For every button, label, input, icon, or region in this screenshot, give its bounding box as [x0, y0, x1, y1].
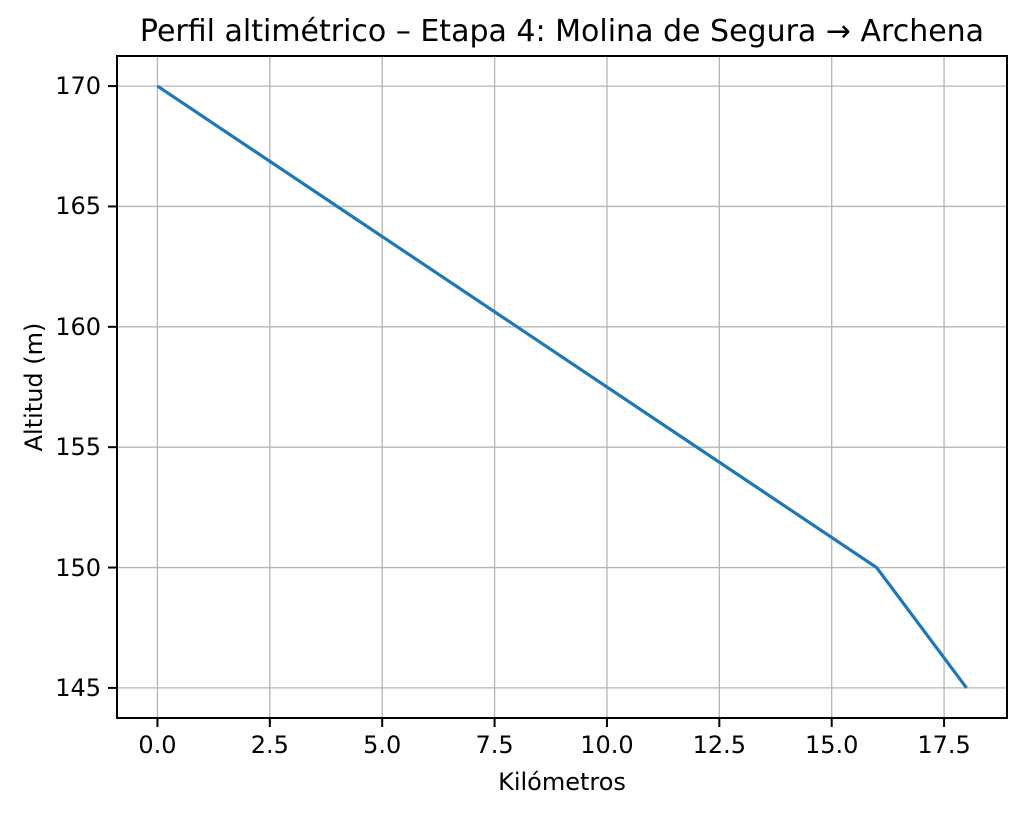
- y-tick-label: 155: [55, 433, 101, 462]
- x-tick-label: 2.5: [250, 731, 289, 759]
- x-tick-label: 7.5: [475, 731, 514, 759]
- x-tick-label: 0.0: [138, 731, 177, 759]
- x-axis-label: Kilómetros: [498, 768, 626, 796]
- axes-spines: [116, 55, 1008, 719]
- x-tick-label: 15.0: [804, 731, 859, 759]
- y-tick-label: 160: [55, 312, 101, 341]
- x-tick-label: 5.0: [363, 731, 402, 759]
- data-line-perfil-altimetrico: [156, 84, 968, 689]
- y-tick-label: 145: [55, 673, 101, 702]
- y-tick-label: 165: [55, 192, 101, 221]
- x-tick-label: 12.5: [692, 731, 747, 759]
- chart-title: Perfil altimétrico – Etapa 4: Molina de …: [139, 14, 985, 49]
- y-tick-label: 150: [55, 553, 101, 582]
- x-tick-label: 17.5: [917, 731, 971, 759]
- x-tick-label: 10.0: [580, 731, 634, 759]
- y-tick-label: 170: [55, 72, 101, 101]
